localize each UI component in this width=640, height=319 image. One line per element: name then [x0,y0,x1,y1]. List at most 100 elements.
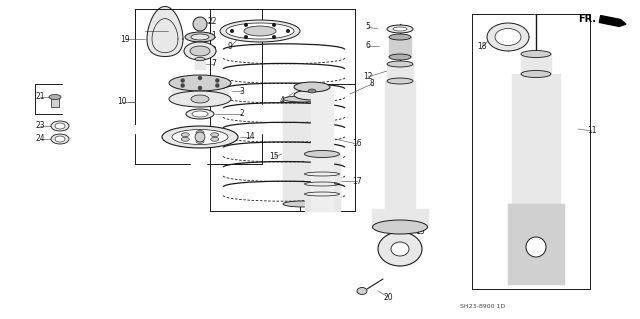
Text: 21: 21 [35,93,45,101]
Ellipse shape [181,137,189,141]
Circle shape [272,23,276,27]
Circle shape [230,29,234,33]
Polygon shape [512,74,560,204]
Circle shape [286,29,290,33]
Ellipse shape [196,130,204,135]
Ellipse shape [294,90,330,100]
Text: 22: 22 [207,18,217,26]
Ellipse shape [185,32,215,42]
Text: 12: 12 [364,72,372,81]
FancyArrow shape [599,16,626,26]
Ellipse shape [389,34,411,40]
Circle shape [198,76,202,80]
Ellipse shape [181,133,189,137]
Text: 23: 23 [35,122,45,130]
Ellipse shape [283,201,321,207]
Text: 1: 1 [212,31,216,40]
Polygon shape [311,91,333,211]
Circle shape [180,83,185,88]
Ellipse shape [193,17,207,31]
Circle shape [526,237,546,257]
Circle shape [215,78,220,83]
Text: 8: 8 [370,79,374,88]
Text: 5: 5 [365,23,371,32]
Text: 6: 6 [365,41,371,50]
Ellipse shape [487,23,529,51]
Circle shape [244,23,248,27]
Text: 4: 4 [280,97,284,106]
Polygon shape [283,99,321,204]
Text: 3: 3 [239,86,244,95]
Text: 7: 7 [212,60,216,69]
Text: 24: 24 [35,135,45,144]
Ellipse shape [211,133,219,137]
Polygon shape [147,6,183,56]
Circle shape [198,86,202,90]
Ellipse shape [372,220,428,234]
Ellipse shape [55,123,65,129]
Ellipse shape [393,27,407,31]
Text: 9: 9 [228,42,232,51]
Bar [51,97,59,107]
Polygon shape [508,204,564,284]
Circle shape [272,35,276,39]
Ellipse shape [226,23,294,39]
Polygon shape [372,209,428,227]
Ellipse shape [172,130,228,145]
Ellipse shape [391,242,409,256]
Circle shape [180,78,185,83]
Ellipse shape [195,57,205,61]
Polygon shape [521,54,551,74]
Ellipse shape [294,82,330,92]
Ellipse shape [378,232,422,266]
Ellipse shape [521,70,551,78]
Circle shape [195,132,205,142]
Text: 20: 20 [383,293,393,301]
Polygon shape [385,81,415,209]
Ellipse shape [191,95,209,103]
Ellipse shape [186,109,214,119]
Text: 17: 17 [352,176,362,186]
Ellipse shape [387,78,413,84]
Ellipse shape [308,89,316,93]
Text: 15: 15 [269,152,279,161]
Ellipse shape [191,34,209,40]
Ellipse shape [389,54,411,60]
Text: 16: 16 [352,139,362,149]
Ellipse shape [169,91,231,107]
Text: 10: 10 [117,98,127,107]
Polygon shape [305,154,339,211]
Polygon shape [294,87,330,95]
Circle shape [244,35,248,39]
Text: FR.: FR. [578,14,596,24]
Polygon shape [195,59,205,69]
Circle shape [215,83,220,88]
Text: 18: 18 [477,42,487,51]
Text: 19: 19 [120,34,130,43]
Ellipse shape [162,126,238,148]
Ellipse shape [192,111,208,117]
Text: 13: 13 [415,226,425,235]
Polygon shape [172,83,228,99]
Ellipse shape [190,46,210,56]
Ellipse shape [211,137,219,141]
Ellipse shape [283,96,321,102]
Ellipse shape [357,287,367,294]
Ellipse shape [387,61,413,67]
Ellipse shape [305,151,339,158]
Polygon shape [387,64,413,81]
Ellipse shape [521,50,551,57]
Ellipse shape [49,94,61,100]
Ellipse shape [387,25,413,33]
Ellipse shape [244,26,276,36]
Text: SH23-8900 1D: SH23-8900 1D [460,304,505,309]
Polygon shape [389,37,411,57]
Text: 2: 2 [239,109,244,118]
Text: 2: 2 [212,47,216,56]
Ellipse shape [196,139,204,144]
Ellipse shape [220,20,300,42]
Ellipse shape [51,134,69,144]
Ellipse shape [55,136,65,142]
Ellipse shape [51,121,69,131]
Text: 11: 11 [588,127,596,136]
